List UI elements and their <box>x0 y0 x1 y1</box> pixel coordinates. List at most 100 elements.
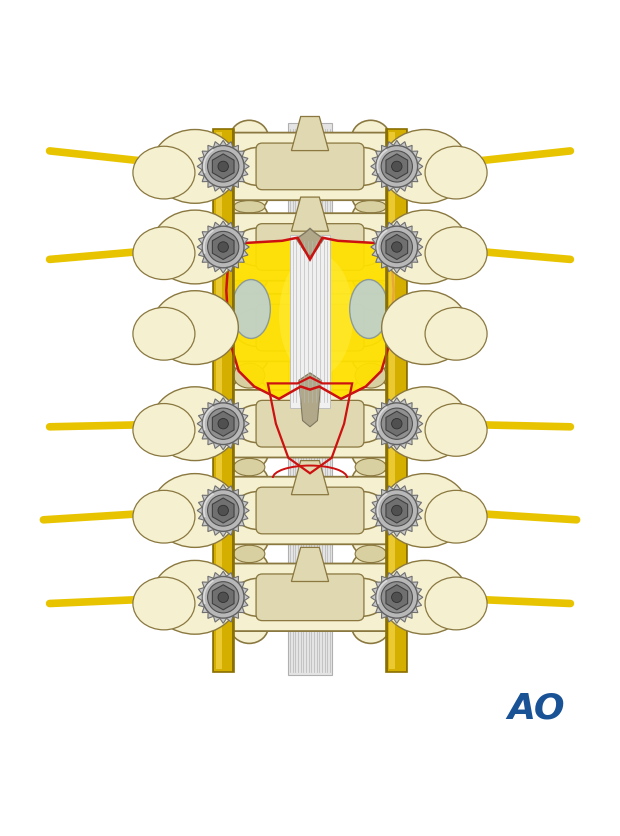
FancyBboxPatch shape <box>256 305 364 351</box>
Ellipse shape <box>338 148 386 186</box>
Ellipse shape <box>234 148 282 186</box>
Circle shape <box>381 582 412 613</box>
Ellipse shape <box>338 579 386 616</box>
FancyBboxPatch shape <box>216 390 404 458</box>
Polygon shape <box>291 461 329 495</box>
Circle shape <box>208 495 239 527</box>
Ellipse shape <box>234 546 265 563</box>
Polygon shape <box>197 222 249 273</box>
Polygon shape <box>213 585 234 610</box>
Polygon shape <box>371 222 423 273</box>
Circle shape <box>208 232 239 263</box>
Ellipse shape <box>234 364 265 389</box>
Ellipse shape <box>133 308 195 360</box>
Ellipse shape <box>234 579 282 616</box>
Ellipse shape <box>338 405 386 443</box>
Polygon shape <box>197 398 249 451</box>
Ellipse shape <box>352 522 390 557</box>
Circle shape <box>218 419 228 430</box>
Ellipse shape <box>234 405 282 443</box>
Ellipse shape <box>133 227 195 280</box>
Ellipse shape <box>425 147 487 200</box>
Ellipse shape <box>397 587 465 609</box>
Circle shape <box>218 593 228 603</box>
Ellipse shape <box>230 340 268 375</box>
Ellipse shape <box>397 237 465 258</box>
Ellipse shape <box>151 130 238 204</box>
Text: AO: AO <box>508 691 565 724</box>
Ellipse shape <box>133 491 195 543</box>
Bar <box>388 130 405 672</box>
Ellipse shape <box>155 500 223 522</box>
Ellipse shape <box>382 292 469 365</box>
Ellipse shape <box>230 465 268 499</box>
Ellipse shape <box>230 201 268 236</box>
Polygon shape <box>213 411 234 436</box>
Bar <box>386 130 407 672</box>
Polygon shape <box>386 411 407 436</box>
Polygon shape <box>226 238 394 400</box>
Circle shape <box>392 162 402 172</box>
FancyBboxPatch shape <box>216 214 404 282</box>
Ellipse shape <box>155 318 223 339</box>
Polygon shape <box>197 141 249 193</box>
Ellipse shape <box>234 309 282 347</box>
Ellipse shape <box>355 364 386 389</box>
Ellipse shape <box>155 413 223 435</box>
Ellipse shape <box>352 436 390 470</box>
Ellipse shape <box>234 282 265 294</box>
Ellipse shape <box>355 282 386 294</box>
Bar <box>389 133 396 669</box>
FancyBboxPatch shape <box>256 144 364 191</box>
FancyBboxPatch shape <box>216 134 404 201</box>
Circle shape <box>202 227 244 268</box>
Ellipse shape <box>352 259 390 293</box>
Circle shape <box>376 227 418 268</box>
Ellipse shape <box>151 561 238 635</box>
Ellipse shape <box>382 211 469 284</box>
Ellipse shape <box>151 387 238 461</box>
Ellipse shape <box>234 492 282 530</box>
Circle shape <box>202 490 244 532</box>
Ellipse shape <box>397 413 465 435</box>
Circle shape <box>376 490 418 532</box>
Bar <box>386 130 407 672</box>
FancyBboxPatch shape <box>216 477 404 544</box>
Circle shape <box>208 409 239 440</box>
Polygon shape <box>197 572 249 624</box>
Circle shape <box>208 582 239 613</box>
Polygon shape <box>386 498 407 523</box>
Ellipse shape <box>397 318 465 339</box>
Bar <box>290 235 330 409</box>
Ellipse shape <box>382 130 469 204</box>
Ellipse shape <box>151 211 238 284</box>
Ellipse shape <box>397 500 465 522</box>
Ellipse shape <box>425 308 487 360</box>
Circle shape <box>381 151 412 183</box>
Bar <box>288 124 332 675</box>
Ellipse shape <box>350 280 388 339</box>
Ellipse shape <box>352 378 390 412</box>
Ellipse shape <box>425 578 487 630</box>
Ellipse shape <box>234 229 282 267</box>
Circle shape <box>218 242 228 253</box>
Circle shape <box>381 495 412 527</box>
Ellipse shape <box>382 474 469 548</box>
Circle shape <box>202 577 244 619</box>
Ellipse shape <box>230 121 268 155</box>
Circle shape <box>218 162 228 172</box>
Polygon shape <box>197 485 249 537</box>
Ellipse shape <box>230 436 268 470</box>
Ellipse shape <box>230 282 268 316</box>
Ellipse shape <box>352 552 390 586</box>
Polygon shape <box>386 585 407 610</box>
Bar <box>215 130 232 672</box>
Polygon shape <box>371 398 423 451</box>
Ellipse shape <box>352 121 390 155</box>
Ellipse shape <box>230 179 268 213</box>
Ellipse shape <box>230 522 268 557</box>
Ellipse shape <box>352 340 390 375</box>
Circle shape <box>218 506 228 516</box>
Ellipse shape <box>397 156 465 178</box>
Ellipse shape <box>352 282 390 316</box>
